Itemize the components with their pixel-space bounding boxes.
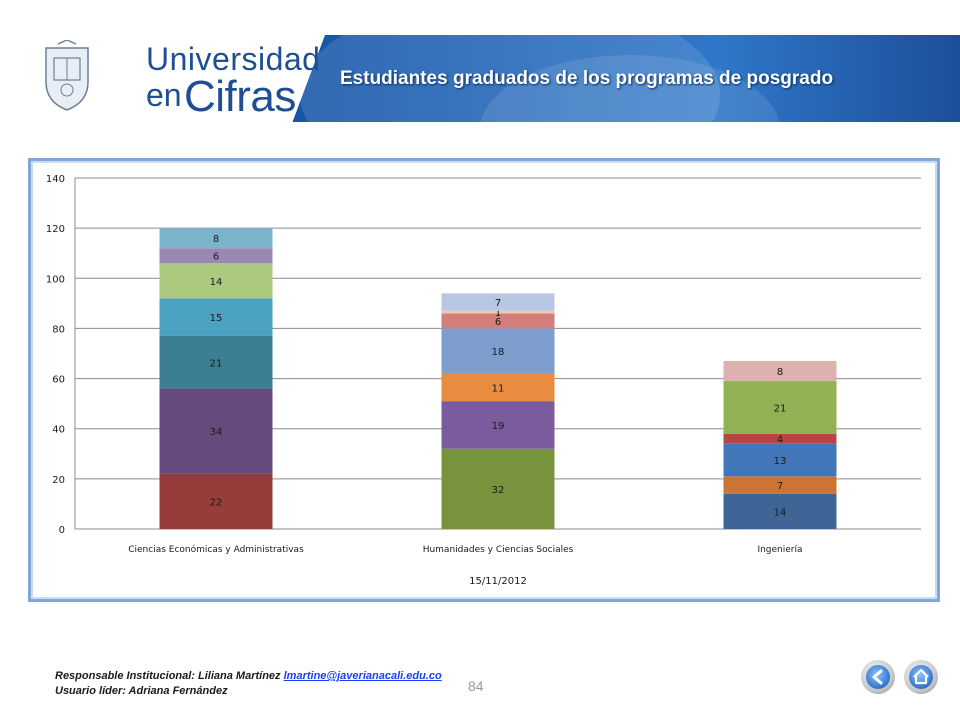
data-label: 14 <box>774 507 787 518</box>
data-label: 22 <box>210 497 223 508</box>
page-title: Estudiantes graduados de los programas d… <box>340 68 834 89</box>
x-tick-label: Ingeniería <box>757 545 802 555</box>
bar-segment <box>441 310 555 314</box>
data-label: 7 <box>777 481 783 492</box>
data-label: 18 <box>492 347 505 358</box>
bar-segment <box>441 313 555 329</box>
x-tick-label: Humanidades y Ciencias Sociales <box>423 545 574 555</box>
bar-segment <box>159 388 273 474</box>
bar-segment <box>159 298 273 336</box>
brand-line-2-prefix: en <box>146 77 182 113</box>
bar-segment <box>723 381 837 434</box>
data-label: 21 <box>774 403 787 414</box>
y-tick-label: 120 <box>46 224 65 235</box>
chart-frame: 0 20 40 60 80 100 120 140 22 34 21 15 14 6 8 Ciencias E… <box>28 158 940 602</box>
header-banner: Universidad en Cifras Estudiantes gradua… <box>0 35 960 122</box>
y-tick-label: 60 <box>52 375 65 386</box>
y-tick-label: 80 <box>52 324 65 335</box>
back-button[interactable] <box>861 660 895 694</box>
data-label: 11 <box>492 383 505 394</box>
data-label: 13 <box>774 456 787 467</box>
university-seal-icon <box>45 40 89 111</box>
bar-segment <box>441 293 555 311</box>
y-tick-label: 0 <box>59 525 65 536</box>
bar-segment <box>723 433 837 444</box>
data-label: 7 <box>495 298 501 309</box>
data-label: 15 <box>210 313 223 324</box>
back-arrow-icon <box>866 665 890 689</box>
bar-segment <box>723 476 837 494</box>
bar-segment <box>159 335 273 389</box>
bar-segment <box>441 373 555 402</box>
data-label: 19 <box>492 421 505 432</box>
x-axis-title: 15/11/2012 <box>469 576 527 587</box>
bar-segment <box>441 448 555 529</box>
responsible-line: Responsable Institucional: Liliana Martí… <box>55 670 442 682</box>
home-button[interactable] <box>904 660 938 694</box>
bar-segment <box>159 263 273 299</box>
x-tick-label: Ciencias Económicas y Administrativas <box>128 544 304 555</box>
leader-line: Usuario líder: Adriana Fernández <box>55 685 228 697</box>
data-label: 34 <box>210 427 223 438</box>
bar-segment <box>159 228 273 249</box>
data-label: 1 <box>495 308 501 319</box>
y-tick-label: 140 <box>46 174 65 185</box>
brand-line-2: Cifras <box>184 72 296 121</box>
bar-segment <box>723 361 837 382</box>
responsible-label: Responsable Institucional: Liliana Martí… <box>55 670 281 682</box>
data-label: 6 <box>213 252 219 263</box>
y-tick-label: 100 <box>46 274 65 285</box>
data-label: 8 <box>213 234 219 245</box>
data-label: 32 <box>492 485 505 496</box>
bar-segment <box>723 443 837 477</box>
bar-segment <box>159 473 273 529</box>
data-label: 14 <box>210 277 223 288</box>
brand-line-1: Universidad <box>146 41 321 77</box>
responsible-email-link[interactable]: lmartine@javerianacali.edu.co <box>283 670 442 682</box>
bar-segment <box>159 248 273 264</box>
home-icon <box>909 665 933 689</box>
data-label: 8 <box>777 367 783 378</box>
data-label: 6 <box>495 317 501 328</box>
bar-segment <box>441 401 555 449</box>
banner-decoration <box>300 35 720 122</box>
data-label: 21 <box>210 358 223 369</box>
data-label: 4 <box>777 435 783 446</box>
y-tick-label: 40 <box>52 425 65 436</box>
page-number: 84 <box>468 678 484 694</box>
y-tick-label: 20 <box>52 475 65 486</box>
bar-segment <box>441 328 555 374</box>
bar-segment <box>723 493 837 529</box>
